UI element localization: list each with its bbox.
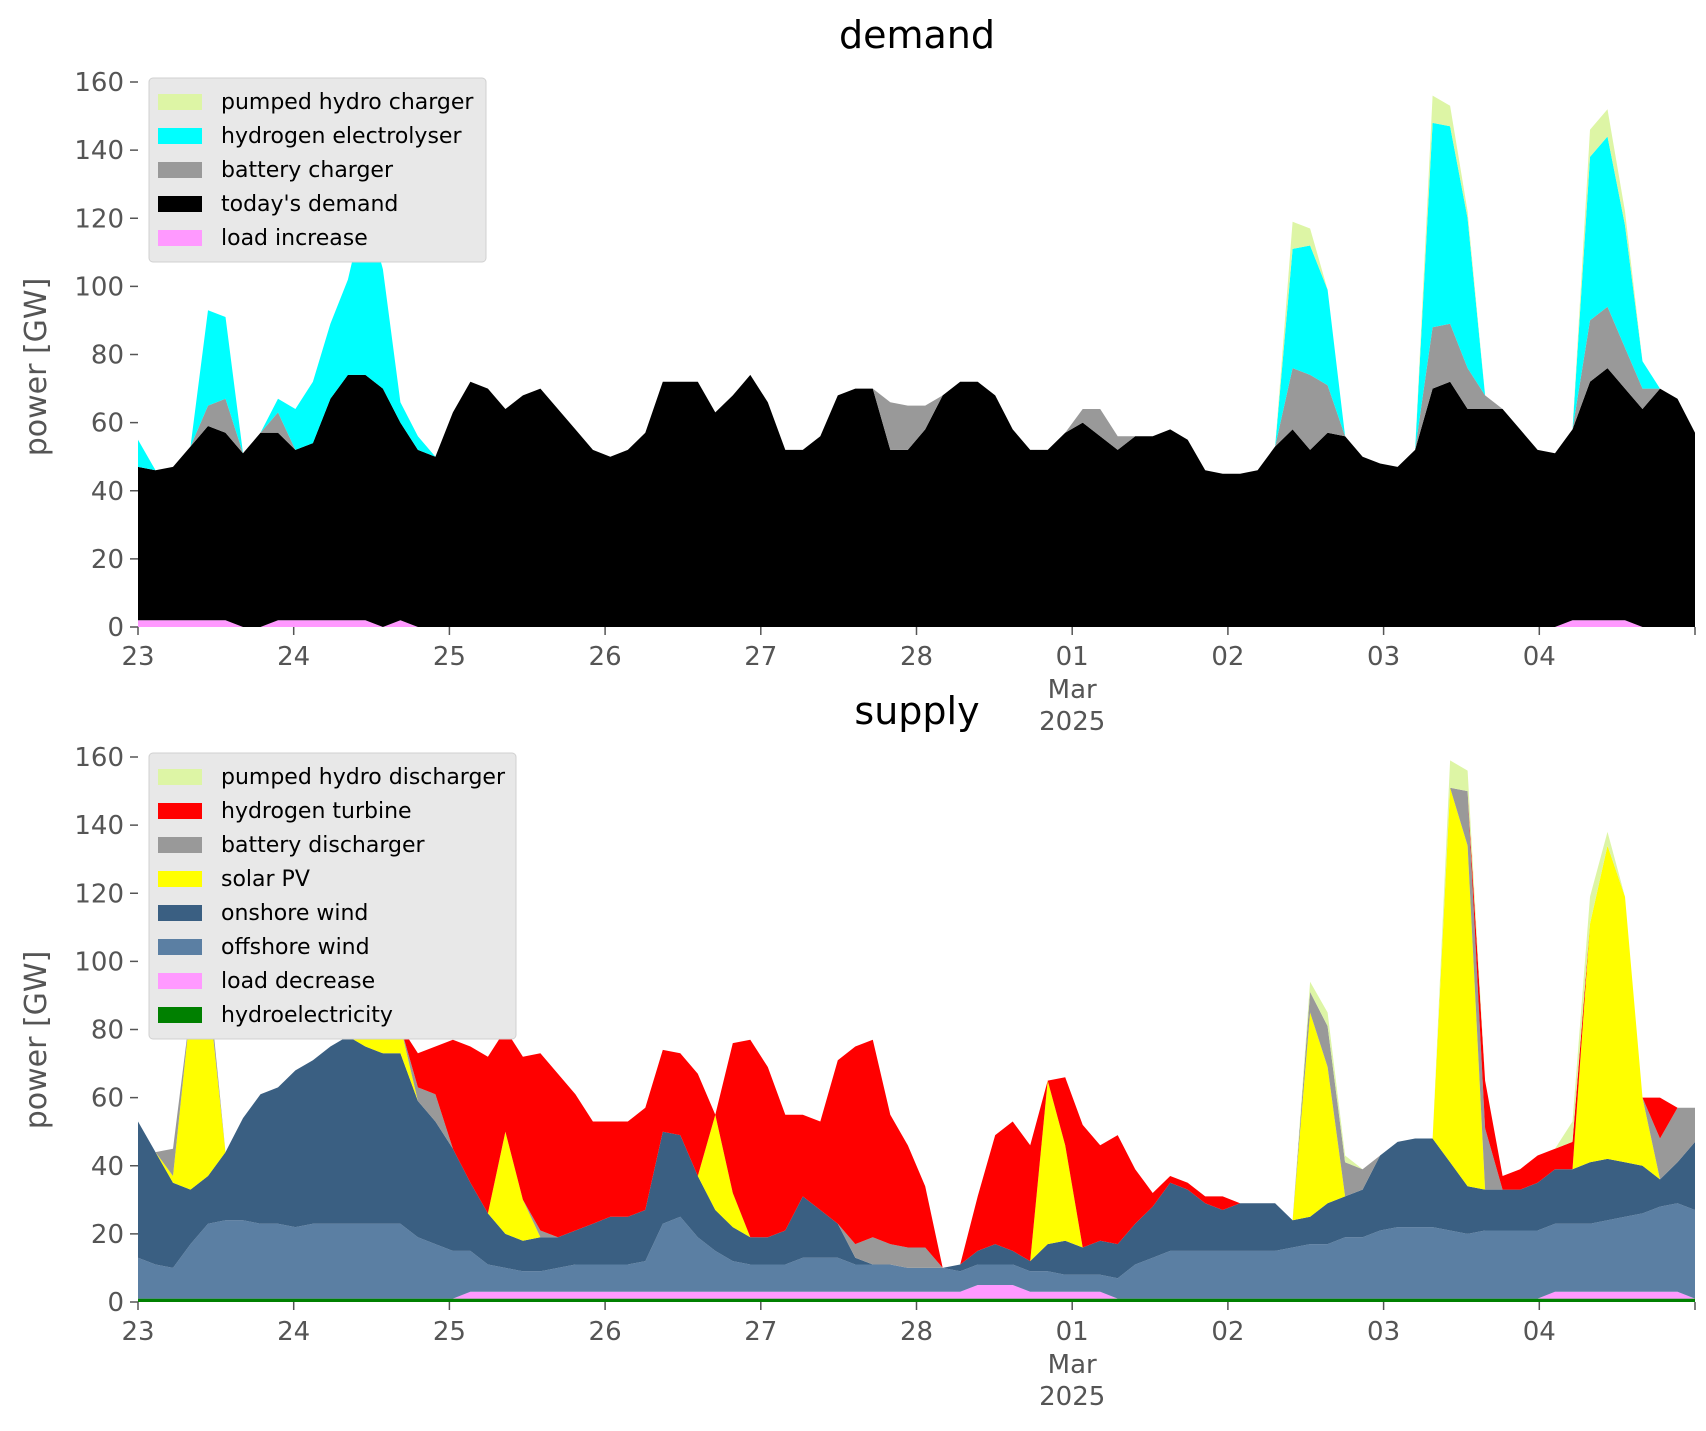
demand-xtick-label: 26 xyxy=(589,642,622,672)
supply-ytick-label: 140 xyxy=(74,811,124,841)
supply-xtick-label: 26 xyxy=(589,1317,622,1347)
demand-ytick-label: 100 xyxy=(74,272,124,302)
demand-ytick-label: 0 xyxy=(107,613,124,643)
supply-ytick-label: 80 xyxy=(91,1016,124,1046)
demand-legend: pumped hydro charger hydrogen electrolyse… xyxy=(148,77,487,263)
demand-xtick-label: 28 xyxy=(900,642,933,672)
demand-ytick-label: 80 xyxy=(91,341,124,371)
supply-ytick-label: 100 xyxy=(74,947,124,977)
demand-area-load-increase xyxy=(138,620,1695,627)
supply-areas xyxy=(138,760,1695,1302)
supply-legend-label-solar-pv: solar PV xyxy=(221,867,310,892)
supply-legend-label-offshore-wind: offshore wind xyxy=(221,935,370,960)
demand-xtick-year: 2025 xyxy=(1039,707,1105,737)
demand-xtick-label: 24 xyxy=(277,642,310,672)
supply-ytick-label: 60 xyxy=(91,1084,124,1114)
supply-xtick-label: 27 xyxy=(744,1317,777,1347)
demand-xtick-label: 25 xyxy=(433,642,466,672)
demand-areas xyxy=(138,95,1695,627)
supply-xtick-month: Mar xyxy=(1048,1350,1097,1380)
supply-ytick-label: 120 xyxy=(74,879,124,909)
supply-legend-swatch-hydroelectricity xyxy=(158,1007,202,1023)
supply-legend-swatch-load-decrease xyxy=(158,973,202,989)
demand-title: demand xyxy=(839,13,995,57)
demand-chart: demand power [GW] 0204060801001201401602… xyxy=(19,13,1696,737)
supply-legend-swatch-pumped-hydro-discharger xyxy=(158,769,202,785)
demand-legend-swatch-hydrogen-electrolyser xyxy=(158,128,202,144)
demand-xtick-label: 01 xyxy=(1056,642,1089,672)
supply-area-solar-pv xyxy=(138,787,1695,1268)
supply-ytick-label: 40 xyxy=(91,1152,124,1182)
supply-area-onshore-wind xyxy=(138,1036,1695,1279)
supply-xtick-label: 23 xyxy=(121,1317,154,1347)
demand-legend-swatch-load-increase xyxy=(158,230,202,246)
supply-legend-box xyxy=(148,752,517,1040)
supply-legend-swatch-offshore-wind xyxy=(158,939,202,955)
supply-legend-label-load-decrease: load decrease xyxy=(221,969,375,994)
supply-legend-swatch-battery-discharger xyxy=(158,837,202,853)
demand-xtick-label: 27 xyxy=(744,642,777,672)
demand-legend-swatch-pumped-hydro-charger xyxy=(158,94,202,110)
demand-area-today-s-demand xyxy=(138,368,1695,627)
demand-xtick-month: Mar xyxy=(1048,675,1097,705)
supply-legend-label-pumped-hydro-discharger: pumped hydro discharger xyxy=(221,765,506,790)
demand-ytick-label: 140 xyxy=(74,136,124,166)
demand-area-hydrogen-electrolyser xyxy=(138,122,1695,474)
supply-area-hydroelectricity xyxy=(138,1298,1695,1302)
demand-area-battery-charger xyxy=(138,306,1695,474)
demand-legend-label-load-increase: load increase xyxy=(221,226,368,251)
supply-legend: pumped hydro discharger hydrogen turbine b… xyxy=(148,752,517,1040)
supply-ylabel: power [GW] xyxy=(19,951,54,1130)
supply-legend-label-hydrogen-turbine: hydrogen turbine xyxy=(221,799,412,824)
demand-ytick-label: 20 xyxy=(91,545,124,575)
demand-ytick-label: 160 xyxy=(74,68,124,98)
demand-legend-swatch-battery-charger xyxy=(158,162,202,178)
demand-xtick-label: 02 xyxy=(1211,642,1244,672)
supply-chart: supply power [GW] 0204060801001201401602… xyxy=(19,689,1696,1412)
supply-ytick-label: 160 xyxy=(74,743,124,773)
supply-legend-label-onshore-wind: onshore wind xyxy=(221,901,368,926)
supply-ytick-label: 0 xyxy=(107,1288,124,1318)
demand-legend-label-battery-charger: battery charger xyxy=(221,158,394,183)
supply-xtick-label: 24 xyxy=(277,1317,310,1347)
supply-ytick-label: 20 xyxy=(91,1220,124,1250)
supply-xtick-label: 01 xyxy=(1056,1317,1089,1347)
supply-xtick-label: 25 xyxy=(433,1317,466,1347)
demand-ytick-label: 120 xyxy=(74,204,124,234)
demand-ytick-label: 40 xyxy=(91,477,124,507)
demand-xtick-label: 04 xyxy=(1523,642,1556,672)
demand-legend-label-pumped-hydro-charger: pumped hydro charger xyxy=(221,90,474,115)
supply-xtick-year: 2025 xyxy=(1039,1382,1105,1412)
demand-xtick-label: 03 xyxy=(1367,642,1400,672)
demand-legend-label-today-s-demand: today's demand xyxy=(221,192,398,217)
demand-xtick-label: 23 xyxy=(121,642,154,672)
supply-legend-swatch-hydrogen-turbine xyxy=(158,803,202,819)
supply-xtick-label: 02 xyxy=(1211,1317,1244,1347)
supply-legend-label-battery-discharger: battery discharger xyxy=(221,833,426,858)
supply-xtick-label: 03 xyxy=(1367,1317,1400,1347)
supply-legend-swatch-onshore-wind xyxy=(158,905,202,921)
supply-xtick-label: 04 xyxy=(1523,1317,1556,1347)
supply-area-offshore-wind xyxy=(138,1203,1695,1299)
demand-legend-swatch-today-s-demand xyxy=(158,196,202,212)
demand-ylabel: power [GW] xyxy=(19,278,54,457)
demand-legend-box xyxy=(148,77,487,263)
supply-legend-swatch-solar-pv xyxy=(158,871,202,887)
supply-title: supply xyxy=(854,689,979,733)
demand-legend-label-hydrogen-electrolyser: hydrogen electrolyser xyxy=(221,124,462,149)
supply-legend-label-hydroelectricity: hydroelectricity xyxy=(221,1003,393,1028)
demand-ytick-label: 60 xyxy=(91,409,124,439)
supply-area-hydrogen-turbine xyxy=(138,787,1695,1268)
supply-xtick-label: 28 xyxy=(900,1317,933,1347)
